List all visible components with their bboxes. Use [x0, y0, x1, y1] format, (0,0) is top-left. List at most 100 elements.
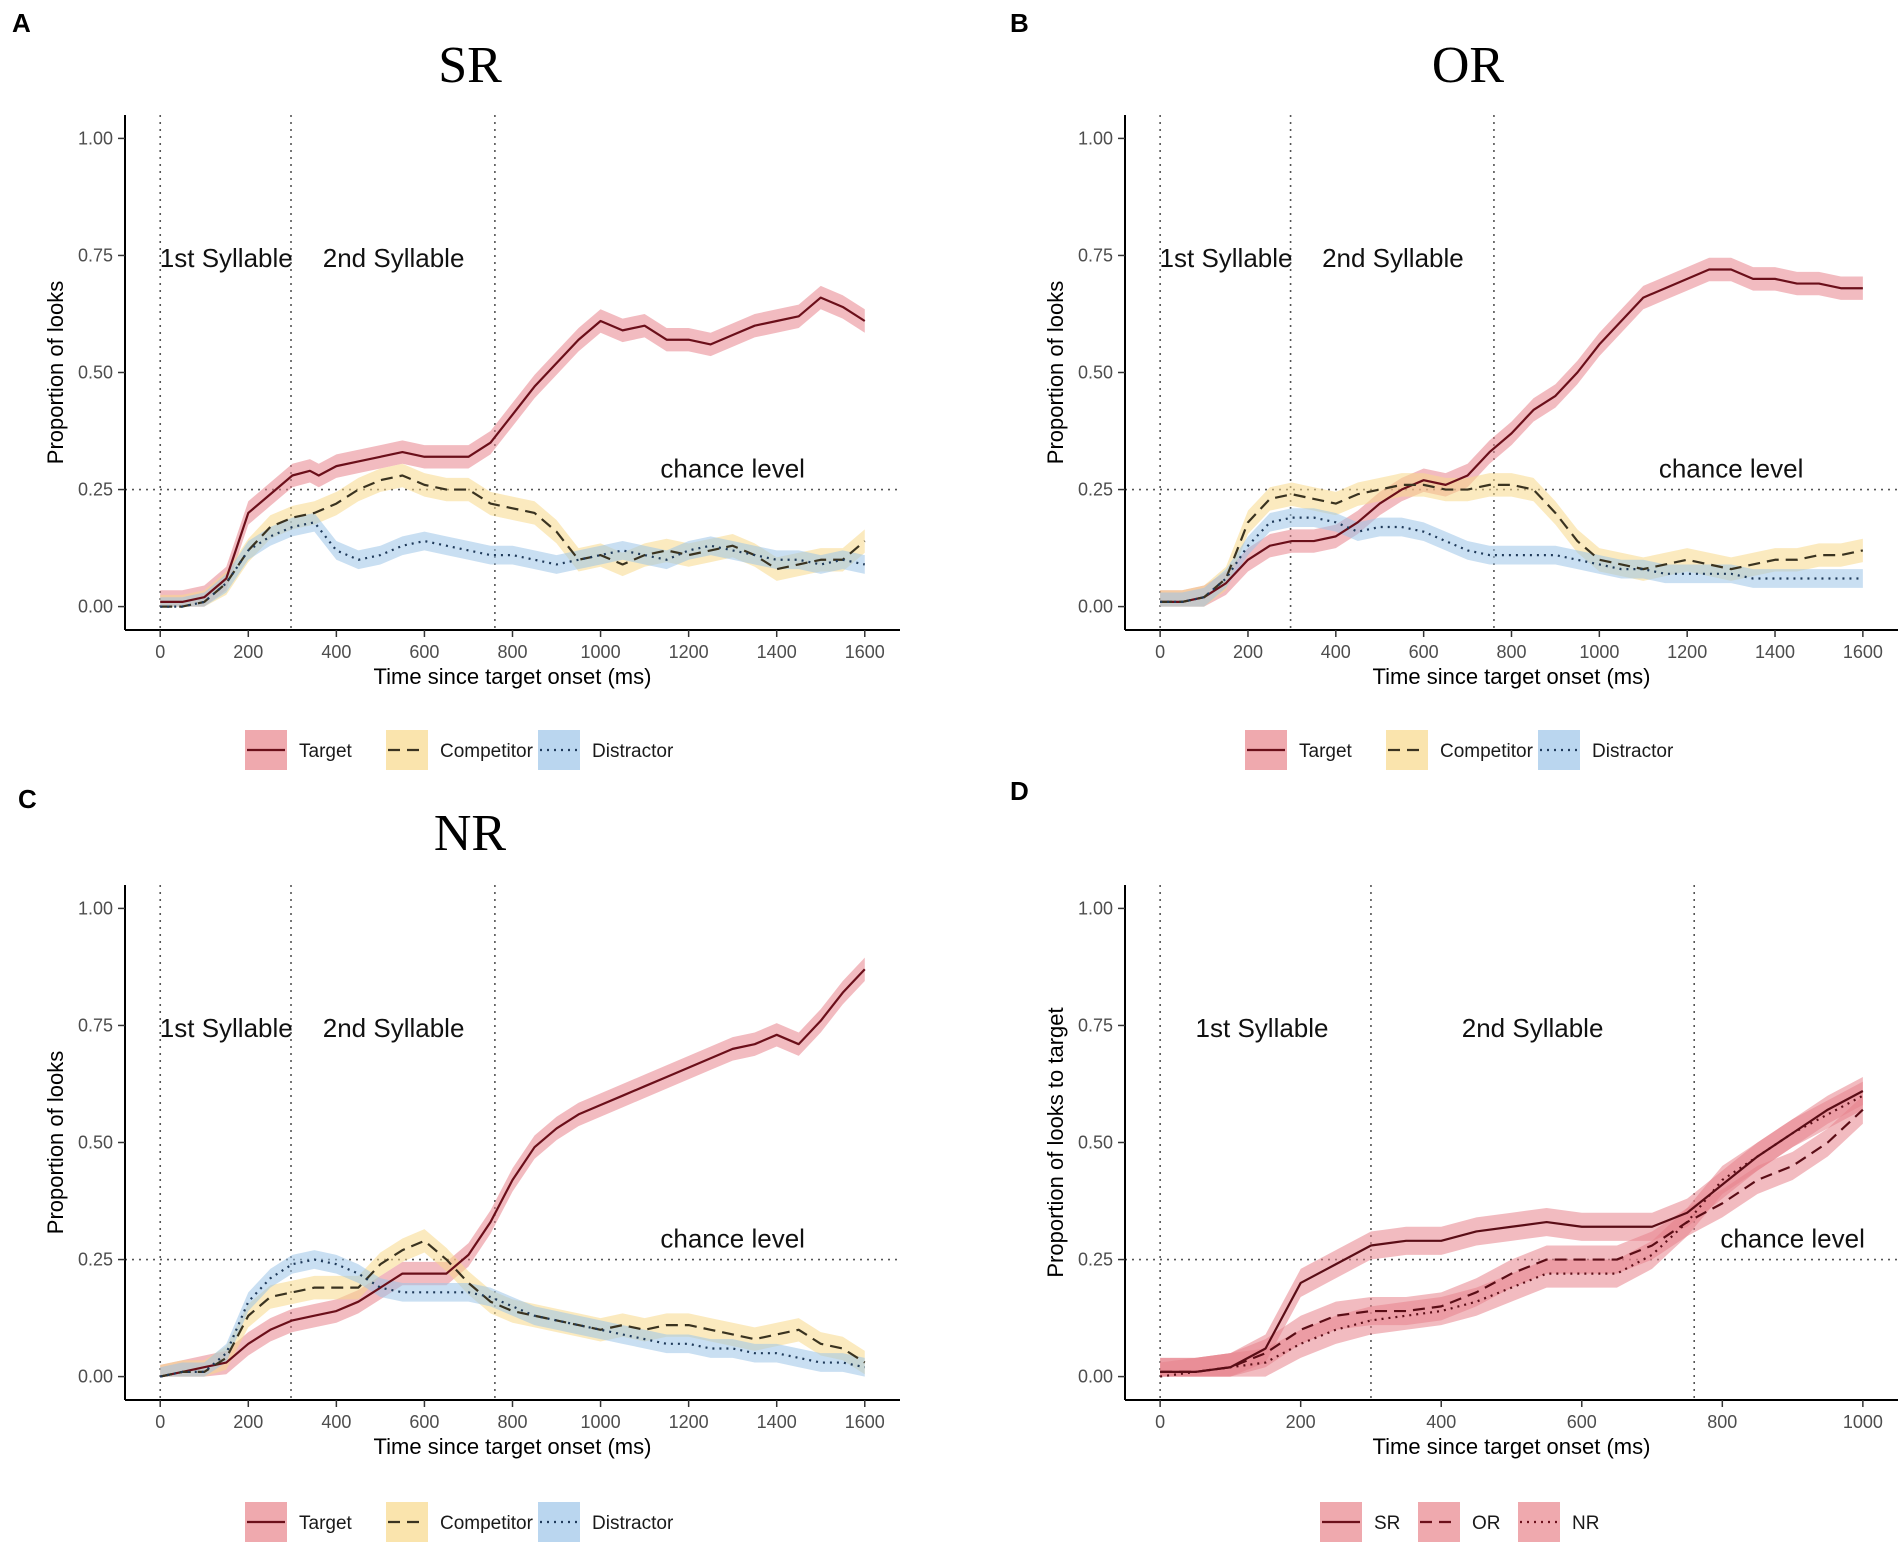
annotation-label: chance level [1720, 1223, 1865, 1253]
legend-label: Distractor [592, 741, 674, 762]
panel-title-b: OR [1432, 37, 1505, 94]
ci-ribbon-competitor [1160, 473, 1863, 607]
x-tick-label: 200 [1286, 1412, 1316, 1432]
plot-a: 0.00 0.25 0.50 0.75 1.00 0 200 400 600 800 1000 120… [43, 115, 900, 770]
legend-item-or: OR [1418, 1502, 1501, 1542]
series-line-or [1160, 1108, 1864, 1374]
annotation-label: chance level [1659, 453, 1804, 483]
ci-ribbon-competitor [160, 463, 865, 607]
series-line-distractor [1160, 516, 1863, 604]
series-line-sr [1160, 1090, 1864, 1374]
annotation-label: 1st Syllable [160, 1013, 293, 1043]
legend-item-distractor: Distractor [538, 730, 674, 770]
y-tick-label: 0.25 [1078, 1250, 1113, 1270]
plot-b: 0.00 0.25 0.50 0.75 1.00 0 200 400 600 800 1000 120… [1043, 115, 1898, 770]
annotation-label: 2nd Syllable [1322, 243, 1464, 273]
legend-item-nr: NR [1518, 1502, 1599, 1542]
legend-label: Target [1299, 741, 1353, 762]
panel-a: A SR [12, 8, 502, 94]
x-tick-label: 1400 [1755, 642, 1795, 662]
legend-label: Distractor [1592, 741, 1674, 762]
annotation-label: chance level [660, 453, 805, 483]
ci-ribbon-target [160, 957, 865, 1377]
y-tick-label: 1.00 [1078, 128, 1113, 148]
x-tick-label: 200 [233, 642, 263, 662]
panel-c: C NR [18, 784, 506, 862]
legend-item-distractor: Distractor [538, 1502, 674, 1542]
y-tick-label: 1.00 [78, 128, 113, 148]
y-tick-label: 0.75 [78, 1015, 113, 1035]
x-tick-label: 1000 [581, 1412, 621, 1432]
legend-label: Competitor [1440, 741, 1534, 762]
x-tick-label: 200 [233, 1412, 263, 1432]
x-tick-label: 400 [1426, 1412, 1456, 1432]
legend-item-target: Target [245, 1502, 353, 1542]
plot-d: 0.00 0.25 0.50 0.75 1.00 0 200 400 600 800 1000 Tim… [1043, 885, 1898, 1542]
panel-letter-a: A [12, 8, 31, 38]
x-axis-title: Time since target onset (ms) [1373, 664, 1651, 689]
y-tick-label: 0.25 [78, 1250, 113, 1270]
panel-letter-b: B [1010, 8, 1029, 38]
x-tick-label: 400 [321, 642, 351, 662]
y-tick-label: 0.50 [1078, 363, 1113, 383]
x-axis-title: Time since target onset (ms) [1373, 1434, 1651, 1459]
x-tick-label: 1600 [1843, 642, 1883, 662]
x-tick-label: 1000 [581, 642, 621, 662]
y-tick-label: 0.75 [78, 245, 113, 265]
ci-ribbon-distractor [160, 512, 865, 607]
x-tick-label: 1600 [845, 1412, 885, 1432]
series-line-target [1160, 268, 1863, 604]
x-tick-label: 600 [1409, 642, 1439, 662]
annotation-label: 1st Syllable [1160, 243, 1293, 273]
series-line-target [160, 296, 866, 604]
annotation-label: chance level [660, 1223, 805, 1253]
legend-swatch [538, 1502, 580, 1542]
x-tick-label: 1200 [669, 642, 709, 662]
legend-label: Target [299, 741, 353, 762]
x-tick-label: 400 [1321, 642, 1351, 662]
series-line-competitor [160, 474, 866, 608]
ci-ribbon-distractor [160, 1250, 865, 1377]
x-tick-label: 0 [1155, 642, 1165, 662]
legend-item-competitor: Competitor [386, 730, 534, 770]
legend-item-competitor: Competitor [386, 1502, 534, 1542]
series-line-competitor [159, 1239, 866, 1378]
legend-item-target: Target [1245, 730, 1353, 770]
x-tick-label: 1400 [757, 642, 797, 662]
x-tick-label: 800 [1496, 642, 1526, 662]
y-tick-label: 1.00 [78, 898, 113, 918]
y-axis-title: Proportion of looks [1043, 281, 1068, 464]
legend-label: NR [1572, 1513, 1599, 1534]
ci-ribbon-distractor [1160, 508, 1863, 607]
x-tick-label: 800 [497, 642, 527, 662]
x-tick-label: 1200 [669, 1412, 709, 1432]
legend-label: Target [299, 1513, 353, 1534]
x-tick-label: 0 [155, 1412, 165, 1432]
x-tick-label: 200 [1233, 642, 1263, 662]
x-tick-label: 600 [409, 642, 439, 662]
legend-item-distractor: Distractor [1538, 730, 1674, 770]
series-line-target [159, 968, 866, 1378]
x-tick-label: 600 [409, 1412, 439, 1432]
panel-title-a: SR [438, 37, 502, 94]
x-tick-label: 1000 [1843, 1412, 1883, 1432]
legend-label: OR [1472, 1513, 1501, 1534]
x-tick-label: 800 [1707, 1412, 1737, 1432]
panel-letter-c: C [18, 784, 37, 814]
y-tick-label: 0.75 [1078, 245, 1113, 265]
x-tick-label: 1000 [1579, 642, 1619, 662]
x-tick-label: 1400 [757, 1412, 797, 1432]
legend-swatch [1538, 730, 1580, 770]
panel-letter-d: D [1010, 776, 1029, 806]
series-line-distractor [160, 521, 866, 608]
y-tick-label: 0.00 [1078, 597, 1113, 617]
y-tick-label: 0.25 [1078, 480, 1113, 500]
y-axis-title: Proportion of looks to target [1043, 1007, 1068, 1277]
panel-d: D [1010, 776, 1029, 806]
panel-b: B OR [1010, 8, 1504, 94]
y-axis-title: Proportion of looks [43, 281, 68, 464]
x-axis-title: Time since target onset (ms) [374, 1434, 652, 1459]
legend-item-target: Target [245, 730, 353, 770]
panel-title-c: NR [434, 805, 507, 862]
